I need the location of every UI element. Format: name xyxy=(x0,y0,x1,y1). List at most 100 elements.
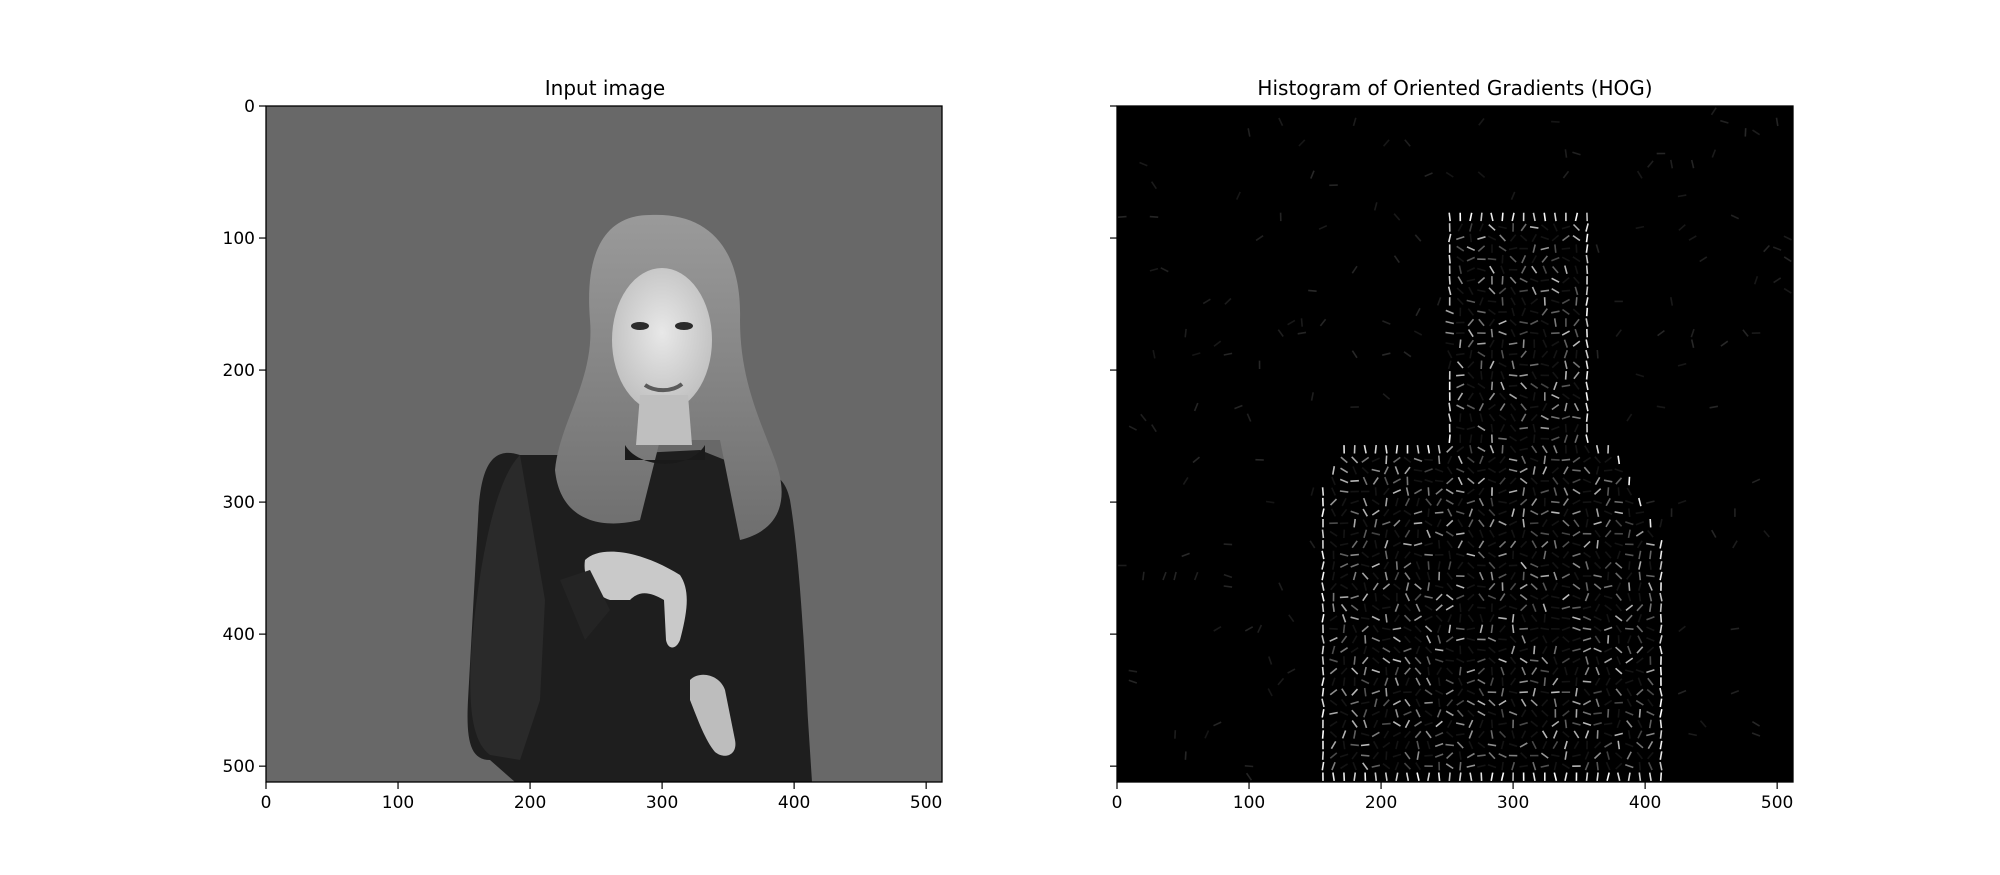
hog-stroke xyxy=(1530,583,1538,591)
hog-stroke xyxy=(1616,719,1621,729)
hog-stroke xyxy=(1638,761,1641,771)
hog-stroke xyxy=(1403,351,1412,358)
hog-stroke xyxy=(1564,149,1568,158)
hog-stroke xyxy=(1478,571,1484,581)
hog-stroke xyxy=(1424,701,1433,704)
hog-stroke xyxy=(1426,740,1431,750)
hog-stroke xyxy=(1160,267,1169,273)
hog-stroke xyxy=(1350,500,1359,505)
hog-stroke xyxy=(1595,508,1600,517)
hog-stroke xyxy=(1625,614,1633,622)
hog-stroke xyxy=(1393,614,1400,623)
hog-stroke xyxy=(1603,722,1613,726)
hog-stroke xyxy=(1585,233,1589,243)
hog-stroke xyxy=(1753,276,1759,285)
hog-stroke xyxy=(1519,277,1528,283)
hog-stroke xyxy=(1562,498,1569,507)
hog-stroke xyxy=(1635,699,1644,706)
hog-stroke xyxy=(1330,740,1337,750)
hog-stroke xyxy=(1456,235,1465,241)
hog-stroke xyxy=(1551,551,1560,558)
hog-stroke xyxy=(1466,572,1475,580)
hog-stroke xyxy=(1605,688,1611,697)
hog-stroke xyxy=(1427,772,1431,782)
hog-stroke xyxy=(1584,592,1590,602)
hog-stroke xyxy=(1551,595,1560,599)
hog-stroke xyxy=(1455,532,1465,536)
hog-stroke xyxy=(1572,657,1581,664)
hog-stroke xyxy=(1540,564,1550,567)
hog-stroke xyxy=(1593,722,1602,726)
hog-stroke xyxy=(1627,645,1632,655)
hog-stroke xyxy=(1603,510,1613,516)
hog-stroke xyxy=(1564,666,1568,676)
hog-stroke xyxy=(1288,614,1295,623)
hog-stroke xyxy=(1469,434,1473,444)
hog-stroke xyxy=(1543,212,1547,222)
hog-stroke xyxy=(1416,751,1420,760)
hog-stroke xyxy=(1511,614,1515,623)
hog-stroke xyxy=(1540,532,1550,536)
hog-stroke xyxy=(1404,698,1411,707)
hog-stroke xyxy=(1403,509,1412,516)
hog-stroke xyxy=(1498,753,1507,759)
hog-stroke xyxy=(1542,582,1548,591)
person-hand-lower xyxy=(690,674,736,756)
hog-stroke xyxy=(1416,497,1420,507)
hog-stroke xyxy=(1427,582,1430,591)
hog-stroke xyxy=(1329,530,1338,537)
hog-stroke xyxy=(1468,508,1474,517)
hog-stroke xyxy=(1529,405,1539,409)
hog-stroke xyxy=(1542,339,1548,348)
hog-stroke xyxy=(1562,393,1570,400)
hog-stroke xyxy=(1467,593,1475,601)
hog-stroke xyxy=(1519,330,1528,336)
hog-stroke xyxy=(1385,687,1388,697)
hog-stroke xyxy=(1350,604,1359,611)
hog-stroke xyxy=(1385,613,1388,623)
hog-stroke xyxy=(1646,626,1655,632)
hog-stroke xyxy=(1321,603,1325,612)
hog-stroke xyxy=(1477,700,1486,706)
hog-stroke xyxy=(1477,477,1486,485)
hog-stroke xyxy=(1321,550,1325,560)
hog-stroke xyxy=(1551,120,1560,123)
hog-stroke xyxy=(1435,593,1443,601)
hog-stroke xyxy=(1551,277,1560,283)
hog-stroke xyxy=(1646,732,1655,737)
hog-stroke xyxy=(1467,329,1474,338)
hog-stroke xyxy=(1459,413,1462,422)
hog-stroke xyxy=(1499,392,1506,401)
hog-stroke xyxy=(1521,529,1526,539)
hog-stroke xyxy=(1530,530,1539,537)
hog-stroke xyxy=(1467,339,1474,348)
person-hand-upper xyxy=(584,551,687,648)
hog-stroke xyxy=(1487,235,1497,241)
hog-stroke xyxy=(1543,550,1547,560)
hog-stroke xyxy=(1585,772,1589,781)
hog-stroke xyxy=(1593,752,1602,760)
hog-stroke xyxy=(1508,489,1518,494)
hog-x-axis: 0 100 200 300 400 500 xyxy=(1112,782,1793,813)
hog-stroke xyxy=(1519,363,1528,366)
hog-stroke xyxy=(1321,677,1325,686)
hog-stroke xyxy=(1519,321,1528,325)
hog-stroke xyxy=(1321,592,1325,602)
hog-stroke xyxy=(1446,719,1453,728)
hog-stroke xyxy=(1637,677,1643,686)
hog-stroke xyxy=(1479,297,1484,306)
hog-stroke xyxy=(1572,456,1581,463)
hog-stroke xyxy=(1511,624,1515,634)
hog-stroke xyxy=(1479,413,1484,422)
hog-stroke xyxy=(1392,731,1402,738)
hog-stroke xyxy=(1321,751,1324,760)
hog-stroke xyxy=(1416,444,1420,454)
hog-stroke xyxy=(1456,584,1465,589)
hog-stroke xyxy=(1615,688,1623,697)
hog-stroke xyxy=(1541,519,1548,528)
hog-stroke xyxy=(1530,614,1538,623)
hog-stroke xyxy=(1607,487,1610,496)
hog-stroke xyxy=(1659,518,1663,528)
hog-stroke xyxy=(1469,349,1473,359)
hog-stroke xyxy=(1477,764,1486,768)
